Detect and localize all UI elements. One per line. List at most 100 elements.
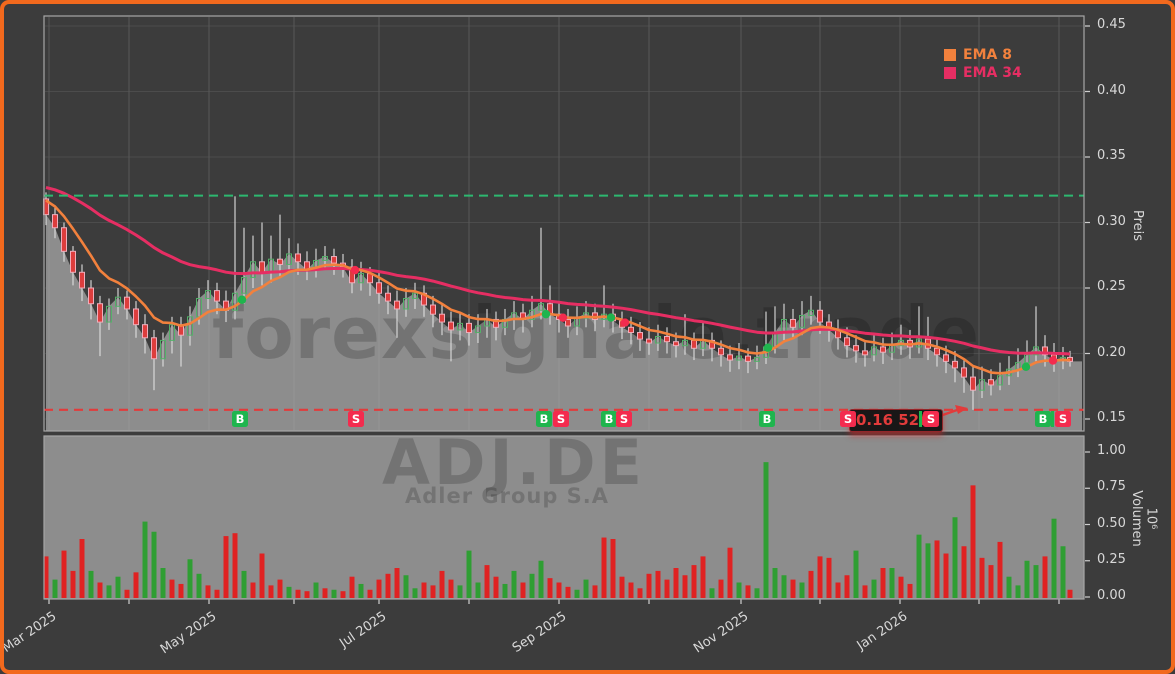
watermark-symbol: ADJ.DE bbox=[382, 426, 646, 499]
volume-bar bbox=[646, 573, 652, 598]
legend-label-ema34: EMA 34 bbox=[963, 65, 1022, 81]
volume-bar bbox=[421, 582, 427, 598]
candle-down bbox=[70, 250, 76, 273]
volume-bar bbox=[493, 576, 499, 598]
volume-bar bbox=[394, 568, 400, 598]
volume-bar bbox=[322, 588, 328, 598]
candle-up bbox=[682, 339, 688, 347]
legend-label-ema8: EMA 8 bbox=[963, 47, 1012, 63]
volume-bar bbox=[961, 546, 967, 598]
candle-down bbox=[952, 360, 958, 369]
candle-down bbox=[691, 339, 697, 349]
volume-bar bbox=[925, 543, 931, 598]
candle-up bbox=[979, 379, 985, 391]
volume-exponent-label: 10⁶ bbox=[1143, 507, 1159, 530]
candle-up bbox=[322, 256, 328, 261]
buy-signal-badge: B bbox=[1035, 411, 1051, 427]
ema8-swatch bbox=[944, 49, 956, 61]
volume-bar bbox=[889, 568, 895, 598]
volume-bar bbox=[583, 579, 589, 598]
candle-down bbox=[214, 290, 220, 302]
volume-bar bbox=[43, 556, 49, 598]
candle-up bbox=[403, 297, 409, 310]
volume-bar bbox=[565, 586, 571, 598]
candle-down bbox=[817, 309, 823, 323]
volume-bar bbox=[115, 576, 121, 598]
candle-down bbox=[853, 345, 859, 352]
volume-bar bbox=[556, 582, 562, 598]
volume-bar bbox=[871, 579, 877, 598]
volume-bar bbox=[727, 547, 733, 598]
volume-bar bbox=[250, 582, 256, 598]
volume-bar bbox=[754, 588, 760, 598]
candle-up bbox=[160, 339, 166, 360]
volume-tick-label: 0.75 bbox=[1097, 479, 1126, 495]
price-tick-label: 0.45 bbox=[1097, 17, 1126, 32]
price-tick-label: 0.30 bbox=[1097, 213, 1126, 229]
candle-up bbox=[205, 290, 211, 299]
volume-tick-label: 0.00 bbox=[1097, 588, 1126, 603]
volume-bar bbox=[988, 565, 994, 598]
volume-bar bbox=[277, 579, 283, 598]
watermark-company: Adler Group S.A bbox=[405, 484, 609, 508]
volume-bar bbox=[898, 576, 904, 598]
volume-bar bbox=[790, 579, 796, 598]
volume-bar bbox=[1033, 565, 1039, 598]
sell-signal-badge: S bbox=[553, 411, 569, 427]
buy-signal-badge: B bbox=[232, 411, 248, 427]
volume-bar bbox=[610, 539, 616, 598]
sell-signal-badge: S bbox=[1055, 411, 1071, 427]
sell-signal-dot bbox=[558, 313, 568, 322]
volume-bar bbox=[430, 585, 436, 598]
candle-up bbox=[655, 335, 661, 344]
volume-bar bbox=[709, 588, 715, 598]
volume-bar bbox=[97, 582, 103, 598]
volume-bar bbox=[457, 585, 463, 598]
candle-up bbox=[358, 273, 364, 284]
candle-down bbox=[934, 347, 940, 356]
volume-tick-label: 0.50 bbox=[1097, 515, 1126, 531]
volume-bar bbox=[214, 589, 220, 598]
sell-signal-badge: S bbox=[348, 411, 364, 427]
volume-bar bbox=[853, 550, 859, 598]
volume-bar bbox=[781, 575, 787, 598]
candle-up bbox=[1033, 346, 1039, 356]
candle-up bbox=[475, 325, 481, 334]
volume-bar bbox=[592, 585, 598, 598]
candle-down bbox=[673, 341, 679, 347]
candle-down bbox=[880, 346, 886, 353]
volume-bar bbox=[304, 591, 310, 598]
candle-up bbox=[574, 317, 580, 327]
sell-signal-dot bbox=[620, 318, 630, 327]
volume-bar bbox=[340, 591, 346, 598]
annotation-arrowhead bbox=[955, 405, 968, 414]
volume-bar bbox=[943, 553, 949, 598]
buy-signal-sliver bbox=[1051, 411, 1054, 427]
candle-up bbox=[889, 345, 895, 353]
candle-up bbox=[700, 339, 706, 349]
candle-down bbox=[1042, 346, 1048, 356]
volume-bar bbox=[1042, 556, 1048, 598]
volume-bar bbox=[547, 578, 553, 598]
volume-bar bbox=[700, 556, 706, 598]
legend-item-ema34: EMA 34 bbox=[944, 64, 1022, 82]
candle-up bbox=[241, 277, 247, 294]
price-tick-label: 0.25 bbox=[1097, 279, 1126, 294]
ema8-line bbox=[45, 199, 1071, 375]
volume-bar bbox=[52, 579, 58, 598]
candle-down bbox=[448, 321, 454, 331]
volume-bar bbox=[169, 579, 175, 598]
candle-down bbox=[466, 322, 472, 334]
volume-bar bbox=[907, 583, 913, 598]
volume-bar bbox=[664, 579, 670, 598]
candle-down bbox=[439, 313, 445, 323]
volume-bar bbox=[223, 536, 229, 598]
candle-down bbox=[943, 354, 949, 362]
candle-down bbox=[844, 337, 850, 347]
volume-bar bbox=[61, 550, 67, 598]
volume-bar bbox=[133, 572, 139, 598]
candle-up bbox=[268, 258, 274, 273]
volume-bar bbox=[466, 550, 472, 598]
candle-up bbox=[412, 292, 418, 299]
